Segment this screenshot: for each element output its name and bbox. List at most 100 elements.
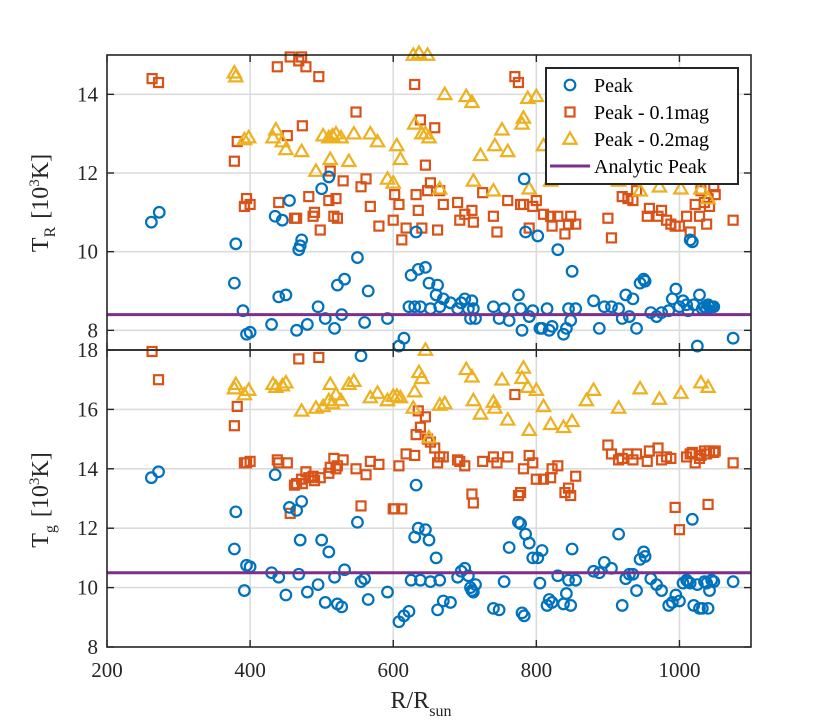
bottom-point-peak — [409, 478, 423, 492]
top-point-peak02 — [463, 93, 481, 109]
top-point-peak — [144, 215, 158, 229]
top-point-peak — [331, 278, 344, 292]
legend-entry-analytic: Analytic Peak — [550, 156, 707, 178]
top-point-peak — [514, 302, 527, 316]
bottom-point-peak01 — [527, 457, 539, 469]
top-point-peak02 — [486, 136, 504, 152]
top-point-peak02 — [404, 46, 422, 61]
x-tick-labels: 200 400 600 800 1000 — [91, 658, 700, 682]
bottom-point-peak — [630, 584, 643, 597]
top-point-peak01 — [421, 185, 434, 197]
top-point-peak01 — [300, 61, 312, 73]
bottom-point-peak02 — [332, 391, 350, 407]
bottom-point-peak02 — [404, 399, 422, 414]
top-point-peak02 — [388, 136, 406, 152]
top-point-peak02 — [320, 128, 338, 144]
top-point-peak01 — [373, 220, 385, 232]
bottom-point-peak — [569, 573, 583, 587]
legend-swatch-peak — [563, 78, 577, 92]
bottom-point-peak — [422, 533, 436, 547]
top-point-peak — [431, 278, 444, 292]
bottom-point-peak — [517, 609, 531, 623]
bottom-point-peak01 — [514, 486, 527, 499]
top-point-peak — [638, 274, 652, 288]
bottom-point-peak02 — [235, 385, 253, 401]
bottom-point-peak02 — [520, 421, 538, 437]
top-point-peak — [690, 339, 704, 353]
top-point-peak01 — [570, 218, 582, 230]
bottom-point-peak — [295, 495, 309, 508]
bottom-point-peak — [685, 512, 699, 526]
bottom-point-peak — [526, 551, 540, 565]
top-point-peak — [229, 237, 243, 251]
top-point-peak02 — [267, 120, 285, 136]
bottom-point-peak — [315, 533, 329, 547]
bottom-y-label-unit-post: K] — [28, 452, 54, 477]
top-point-peak — [726, 331, 740, 345]
top-point-peak01 — [396, 234, 408, 246]
bottom-point-peak — [404, 573, 418, 587]
top-point-peak — [512, 288, 525, 302]
bottom-point-peak01 — [708, 446, 720, 459]
bottom-point-peak — [683, 576, 697, 590]
top-point-peak02 — [240, 128, 258, 144]
bottom-y-tick-label: 12 — [77, 516, 98, 540]
top-point-peak01 — [673, 220, 686, 232]
top-point-peak02 — [361, 124, 379, 140]
top-point-peak01 — [330, 192, 342, 205]
legend-label-peak02: Peak - 0.2mag — [594, 129, 709, 151]
top-point-peak — [683, 233, 697, 247]
bottom-point-peak — [673, 594, 686, 608]
top-point-peak01 — [602, 212, 614, 224]
bottom-point-peak01 — [565, 489, 577, 502]
top-point-peak01 — [616, 190, 628, 203]
bottom-point-peak02 — [585, 381, 603, 396]
top-point-peak01 — [152, 76, 165, 89]
bottom-point-peak01 — [152, 374, 165, 386]
legend-swatch-peak02 — [561, 130, 579, 145]
top-point-peak01 — [701, 218, 713, 230]
legend-entry-peak: Peak — [563, 75, 633, 97]
bottom-point-peak — [411, 521, 425, 535]
bottom-point-peak01 — [546, 463, 558, 475]
top-point-peak — [565, 264, 579, 278]
x-axis-label-main: R/R — [391, 688, 430, 714]
top-point-peak01 — [727, 214, 739, 226]
top-point-peak — [272, 290, 286, 304]
bottom-point-peak02 — [699, 378, 717, 393]
top-point-peak — [655, 306, 668, 320]
top-point-peak01 — [273, 196, 285, 209]
top-point-peak01 — [641, 210, 653, 222]
top-point-peak02 — [264, 128, 282, 144]
top-point-peak02 — [464, 172, 482, 187]
top-point-peak — [531, 229, 545, 243]
bottom-point-peak — [565, 542, 579, 556]
bottom-point-peak01 — [396, 503, 408, 515]
top-y-label-unit-pre: [10 — [28, 187, 54, 219]
bottom-point-peak01 — [652, 442, 664, 454]
bottom-y-tick-label: 16 — [77, 397, 98, 421]
bottom-point-peak — [335, 600, 349, 614]
bottom-point-peak — [293, 533, 307, 547]
top-series-peak02 — [225, 44, 717, 205]
top-point-peak01 — [467, 216, 479, 228]
bottom-point-peak01 — [552, 460, 564, 472]
bottom-point-peak02 — [327, 385, 345, 401]
bottom-point-peak02 — [240, 381, 258, 396]
top-point-peak — [419, 261, 432, 274]
top-point-peak — [626, 292, 640, 306]
bottom-point-peak — [300, 585, 314, 599]
x-tick-label: 400 — [234, 658, 266, 682]
bottom-point-peak01 — [509, 388, 521, 401]
bottom-point-peak02 — [631, 379, 649, 395]
top-point-peak — [397, 331, 411, 345]
bottom-point-peak01 — [673, 524, 686, 536]
bottom-point-peak02 — [610, 399, 628, 414]
top-point-peak — [293, 239, 307, 253]
top-point-peak02 — [650, 177, 668, 193]
bottom-point-peak01 — [459, 460, 471, 472]
top-point-peak01 — [502, 194, 514, 207]
bottom-point-peak01 — [393, 460, 405, 472]
top-point-peak01 — [552, 210, 564, 222]
